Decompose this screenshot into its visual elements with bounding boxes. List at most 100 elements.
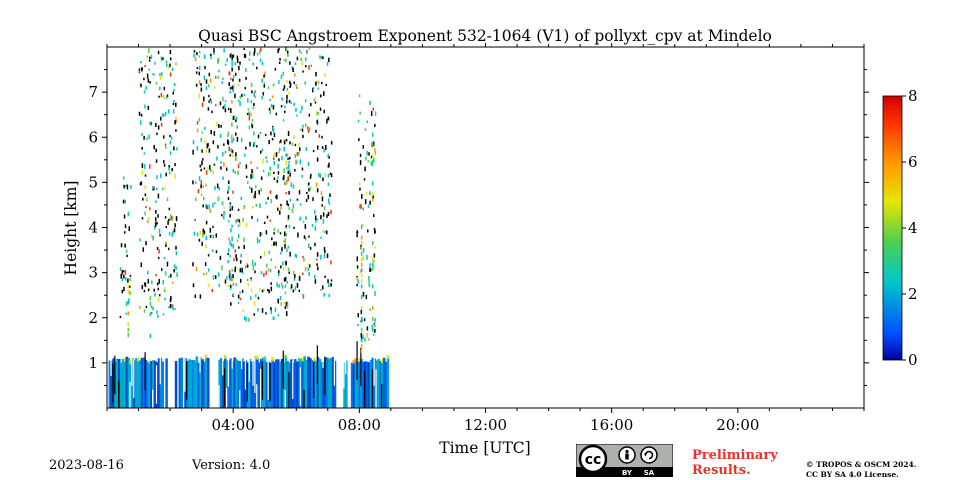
heatmap-cell (174, 225, 177, 230)
heatmap-cell (145, 305, 148, 308)
heatmap-cell (250, 82, 253, 88)
heatmap-cell (345, 360, 348, 408)
heatmap-cell (147, 216, 150, 221)
heatmap-cell (152, 306, 154, 311)
heatmap-cell (293, 135, 295, 140)
heatmap-cell (285, 192, 287, 195)
heatmap-cell (208, 148, 211, 153)
heatmap-cell (284, 284, 287, 288)
heatmap-cell (302, 124, 304, 128)
heatmap-cell (279, 58, 281, 61)
heatmap-cell (304, 267, 307, 272)
heatmap-cell (322, 177, 324, 182)
heatmap-cell (324, 357, 327, 408)
heatmap-cell (374, 291, 376, 296)
heatmap-cell (253, 141, 256, 147)
heatmap-cell (371, 327, 374, 332)
heatmap-cell (222, 96, 224, 102)
heatmap-cell (287, 218, 289, 221)
heatmap-cell (360, 262, 363, 267)
heatmap-cell (225, 387, 228, 408)
heatmap-cell (299, 159, 302, 165)
heatmap-cell (294, 62, 297, 65)
heatmap-cell (214, 75, 217, 80)
heatmap-cell (220, 166, 222, 170)
heatmap-cell (321, 285, 324, 290)
heatmap-cell (356, 265, 359, 269)
heatmap-cell (331, 356, 335, 408)
colorbar-tick-label: 6 (908, 153, 918, 171)
heatmap-cell (373, 253, 376, 258)
heatmap-cell (294, 273, 296, 279)
heatmap-cell (202, 272, 205, 276)
heatmap-cell (240, 196, 243, 201)
heatmap-cell (371, 241, 374, 246)
heatmap-cell (270, 198, 273, 204)
cc-license-badge[interactable]: cc BY SA (576, 444, 673, 477)
heatmap-cell (243, 93, 246, 97)
heatmap-cell (170, 273, 172, 278)
heatmap-cell (241, 358, 244, 408)
heatmap-cell (327, 116, 330, 121)
heatmap-cell (288, 191, 290, 195)
heatmap-cell (241, 268, 243, 273)
heatmap-cell (211, 110, 213, 114)
heatmap-cell (360, 204, 362, 209)
y-tick-label: 5 (88, 173, 98, 191)
heatmap-cell (265, 312, 267, 315)
heatmap-cell (277, 273, 280, 277)
preliminary-results-note: Preliminary Results. (692, 448, 778, 478)
heatmap-cell (144, 174, 147, 177)
heatmap-cell (172, 91, 174, 95)
heatmap-cell (245, 164, 248, 169)
heatmap-cell (166, 63, 168, 67)
heatmap-cell (224, 150, 227, 154)
heatmap-cell (234, 171, 236, 174)
heatmap-cell (272, 105, 275, 110)
heatmap-cell (229, 272, 232, 278)
heatmap-cell (202, 233, 204, 238)
heatmap-cell (323, 148, 325, 153)
heatmap-cell (365, 361, 369, 408)
heatmap-cell (281, 285, 284, 289)
heatmap-cell (259, 203, 261, 208)
heatmap-cell (123, 184, 125, 189)
heatmap-cell (157, 50, 160, 55)
heatmap-cell (161, 361, 165, 408)
heatmap-cell (155, 274, 157, 277)
heatmap-cell (276, 176, 279, 179)
heatmap-cell (268, 289, 270, 294)
heatmap-cell (119, 362, 123, 408)
heatmap-cell (213, 163, 216, 166)
heatmap-cell (127, 311, 130, 316)
heatmap-cell (371, 369, 373, 408)
heatmap-cell (218, 69, 220, 73)
heatmap-cell (285, 233, 287, 237)
heatmap-cell (374, 318, 376, 323)
heatmap-cell (198, 238, 201, 242)
x-tick-label: 12:00 (464, 416, 507, 434)
heatmap-cell (326, 253, 329, 259)
heatmap-cell (217, 272, 220, 277)
heatmap-cell (311, 360, 314, 408)
heatmap-cell (146, 73, 149, 79)
heatmap-cell (379, 361, 382, 408)
heatmap-cell (251, 169, 253, 174)
heatmap-cell (141, 146, 143, 150)
heatmap-cell (231, 139, 233, 144)
heatmap-cell (248, 125, 251, 130)
heatmap-cell (304, 57, 307, 62)
heatmap-cell (356, 341, 358, 380)
heatmap-cell (256, 66, 258, 70)
heatmap-cell (140, 262, 143, 268)
heatmap-cell (314, 242, 316, 247)
heatmap-cell (241, 93, 243, 97)
heatmap-cell (285, 139, 288, 142)
date-label: 2023-08-16 (49, 458, 124, 473)
heatmap-cell (322, 218, 325, 224)
heatmap-cell (286, 301, 289, 306)
heatmap-cell (330, 173, 333, 178)
heatmap-cell (315, 129, 317, 133)
heatmap-cell (360, 319, 363, 323)
